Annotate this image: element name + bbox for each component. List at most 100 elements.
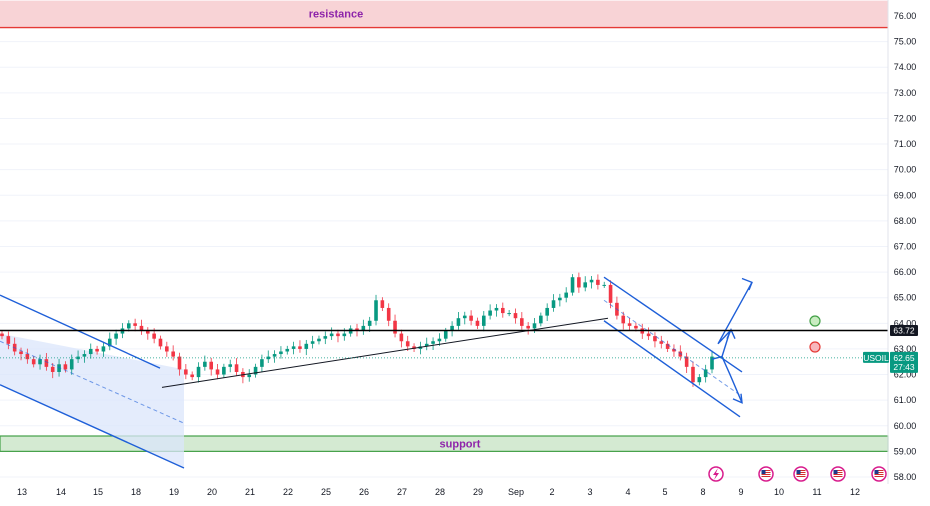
bearish-arrowhead <box>732 393 743 404</box>
price-axis[interactable]: 76.00 75.00 74.00 73.00 72.00 71.00 70.00 69.00… <box>894 11 917 482</box>
lightning-event-icon[interactable] <box>708 466 724 482</box>
price-tick-label: 63.00 <box>894 344 917 354</box>
candle <box>317 335 321 345</box>
time-axis[interactable]: 13 14 15 18 19 20 21 22 25 26 27 28 29 Sep 2 3 4 5 8 9 10 11 1… <box>0 484 888 506</box>
time-tick-label: 29 <box>473 487 483 497</box>
candle <box>88 343 93 359</box>
candle <box>684 352 689 374</box>
candle <box>196 362 201 383</box>
candle <box>241 368 245 384</box>
time-tick-label: 18 <box>131 487 141 497</box>
channel-2-lower-line[interactable] <box>603 320 741 418</box>
candle <box>526 322 530 335</box>
price-tick-label: 70.00 <box>894 165 917 175</box>
time-tick-label: 10 <box>774 487 784 497</box>
candle <box>279 346 283 359</box>
channel-1-lower-line[interactable] <box>0 384 185 469</box>
svg-text:27:43: 27:43 <box>893 362 915 372</box>
candle <box>672 344 676 357</box>
candle <box>171 345 175 361</box>
candle <box>380 297 385 312</box>
time-tick-label: 4 <box>625 487 630 497</box>
time-tick-label: 14 <box>56 487 66 497</box>
candle <box>336 329 340 343</box>
candle <box>158 335 163 350</box>
price-tick-label: 74.00 <box>894 62 917 72</box>
time-tick-label: 11 <box>812 487 821 497</box>
candle <box>450 321 454 337</box>
price-tick-label: 72.00 <box>894 113 917 123</box>
svg-text:62.65: 62.65 <box>893 353 915 363</box>
candle <box>386 303 391 327</box>
bullish-arrowhead-2 <box>726 328 736 339</box>
channel-1-upper-line[interactable] <box>0 294 161 369</box>
time-tick-label: 25 <box>321 487 331 497</box>
price-tick-label: 60.00 <box>894 421 917 431</box>
price-tick-label: 68.00 <box>894 216 917 226</box>
target-marker[interactable] <box>809 315 821 327</box>
candle <box>38 354 42 370</box>
us-flag-event-icon[interactable] <box>758 466 774 482</box>
candle <box>558 293 562 307</box>
price-tick-label: 64.00 <box>894 318 917 328</box>
candle <box>703 364 708 383</box>
time-tick-label: 22 <box>283 487 293 497</box>
candle <box>298 340 302 353</box>
time-tick-label: 2 <box>549 487 554 497</box>
us-flag-event-icon[interactable] <box>871 466 887 482</box>
candle <box>405 335 410 351</box>
rising-trendline[interactable] <box>161 317 609 388</box>
support-label: support <box>440 439 481 451</box>
candle <box>469 310 473 326</box>
candle <box>710 350 714 374</box>
resistance-zone[interactable] <box>0 0 888 28</box>
key-level-badge: 63.72 <box>890 324 918 336</box>
bullish-projection-arrow[interactable] <box>711 282 753 360</box>
bearish-projection-arrow[interactable] <box>721 356 743 403</box>
time-tick-label: 28 <box>435 487 445 497</box>
candle <box>215 364 220 380</box>
candle <box>114 329 118 345</box>
candle <box>101 341 106 357</box>
price-tick-label: 61.00 <box>894 395 917 405</box>
candle <box>418 341 423 355</box>
time-tick-label: 20 <box>207 487 217 497</box>
candle <box>431 337 435 350</box>
time-tick-label: 5 <box>662 487 667 497</box>
channel-2-mid-line <box>603 299 741 396</box>
candle <box>6 331 11 350</box>
candle <box>602 281 607 288</box>
candle <box>329 327 334 340</box>
candle <box>577 272 581 293</box>
candle <box>247 369 252 382</box>
candle <box>285 345 290 355</box>
us-flag-event-icon[interactable] <box>793 466 809 482</box>
us-flag-event-icon[interactable] <box>830 466 846 482</box>
candle <box>475 317 480 329</box>
time-tick-label: 21 <box>245 487 255 497</box>
candle <box>95 345 99 355</box>
candle <box>69 354 74 375</box>
candle <box>520 312 524 330</box>
candle <box>507 310 511 317</box>
svg-text:63.72: 63.72 <box>893 325 915 335</box>
candle <box>184 364 188 380</box>
candle <box>697 374 702 386</box>
candle <box>589 275 594 289</box>
candle <box>399 329 404 348</box>
candle <box>437 333 442 346</box>
candle <box>501 302 505 318</box>
price-tick-label: 65.00 <box>894 293 917 303</box>
candle <box>146 327 150 340</box>
candle <box>513 308 518 324</box>
stop-marker[interactable] <box>809 341 821 353</box>
candle <box>310 335 315 349</box>
candle <box>456 312 461 330</box>
candle <box>165 341 169 357</box>
price-tick-label: 58.00 <box>894 472 917 482</box>
channel-2-upper-line[interactable] <box>603 276 743 373</box>
candle <box>190 371 194 381</box>
time-tick-label: 12 <box>850 487 860 497</box>
bullish-arrowhead <box>741 277 753 291</box>
